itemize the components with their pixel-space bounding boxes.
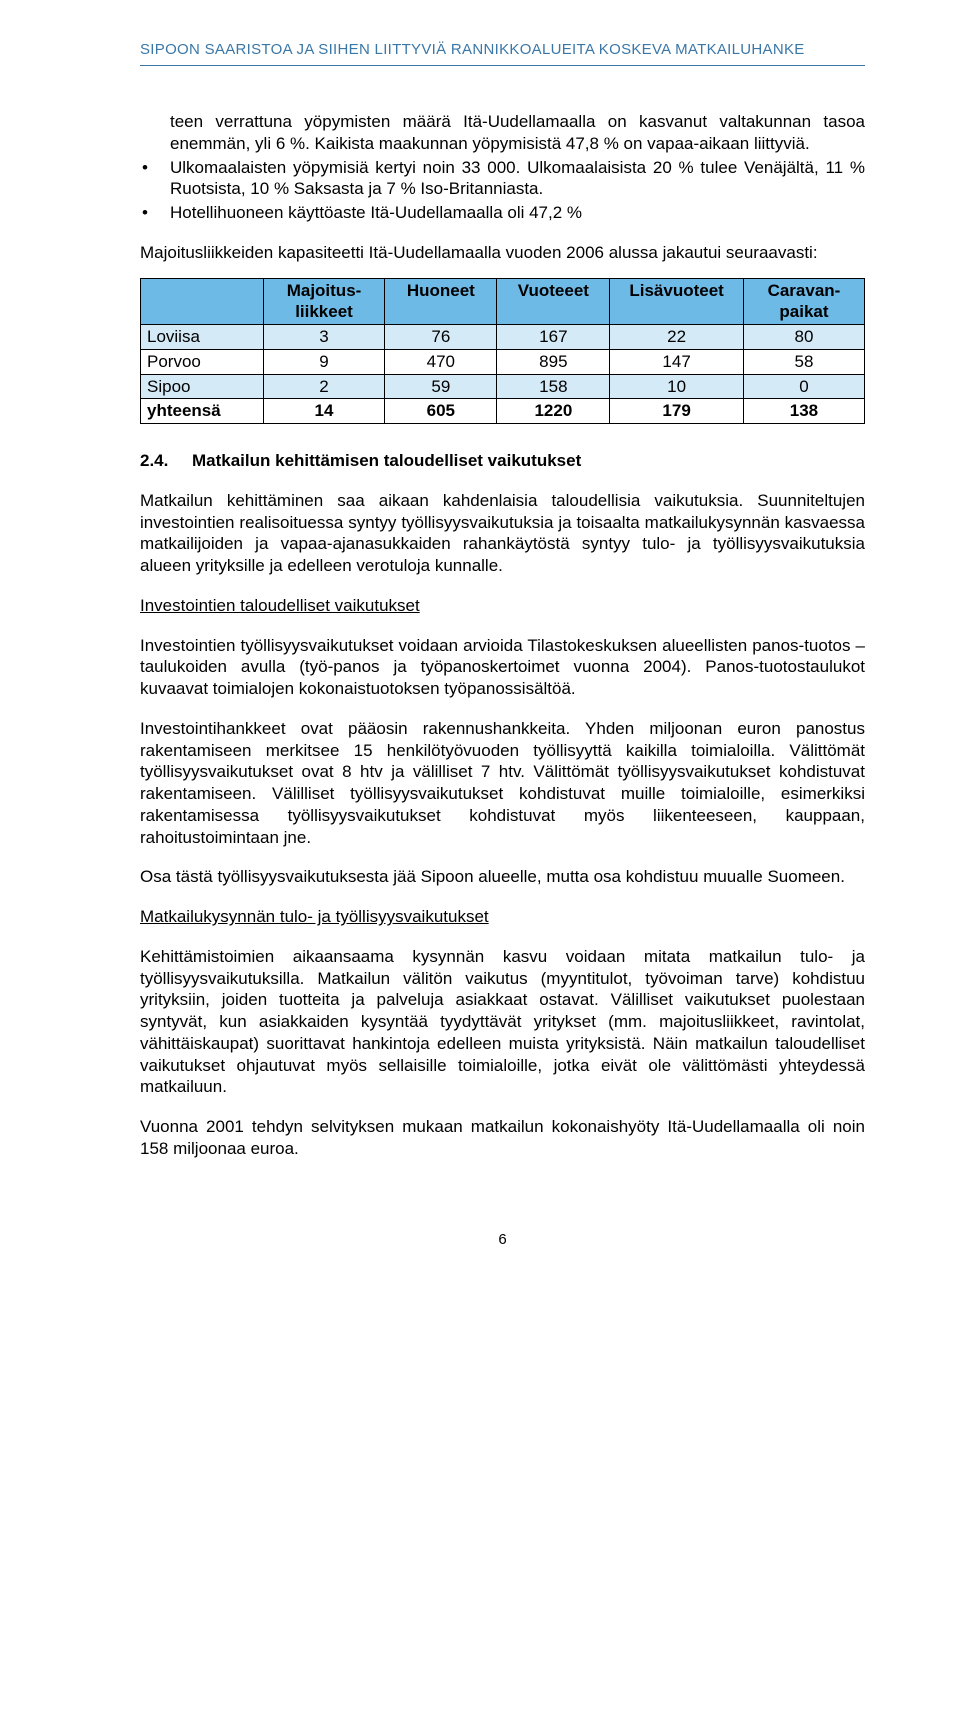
table-header-cell: Majoitus-liikkeet <box>263 278 384 325</box>
table-intro-text: Majoitusliikkeiden kapasiteetti Itä-Uude… <box>140 242 865 264</box>
table-cell: 22 <box>610 325 744 350</box>
table-cell: 80 <box>743 325 864 350</box>
table-cell: 470 <box>385 349 497 374</box>
table-header-cell: Huoneet <box>385 278 497 325</box>
table-header-cell <box>141 278 264 325</box>
table-cell: 3 <box>263 325 384 350</box>
table-cell: 76 <box>385 325 497 350</box>
page-header-title: SIPOON SAARISTOA JA SIIHEN LIITTYVIÄ RAN… <box>140 40 865 59</box>
table-cell: 14 <box>263 399 384 424</box>
table-cell: 167 <box>497 325 610 350</box>
table-row: Sipoo259158100 <box>141 374 865 399</box>
table-row: Loviisa3761672280 <box>141 325 865 350</box>
table-cell: 605 <box>385 399 497 424</box>
table-cell: 158 <box>497 374 610 399</box>
table-cell: 2 <box>263 374 384 399</box>
bullet-text: teen verrattuna yöpymisten määrä Itä-Uud… <box>170 111 865 155</box>
table-cell: 895 <box>497 349 610 374</box>
bullet-marker: • <box>140 157 170 179</box>
table-cell: 58 <box>743 349 864 374</box>
capacity-table: Majoitus-liikkeetHuoneetVuoteeetLisävuot… <box>140 278 865 425</box>
header-divider <box>140 65 865 66</box>
table-row-label: Loviisa <box>141 325 264 350</box>
table-cell: 0 <box>743 374 864 399</box>
table-header-cell: Vuoteeet <box>497 278 610 325</box>
table-cell: 138 <box>743 399 864 424</box>
bullet-text: Ulkomaalaisten yöpymisiä kertyi noin 33 … <box>170 157 865 201</box>
table-row-label: Porvoo <box>141 349 264 374</box>
table-cell: 9 <box>263 349 384 374</box>
body-paragraph: Investointihankkeet ovat pääosin rakennu… <box>140 718 865 849</box>
table-header-row: Majoitus-liikkeetHuoneetVuoteeetLisävuot… <box>141 278 865 325</box>
body-paragraph: Investointien työllisyysvaikutukset void… <box>140 635 865 700</box>
table-row-label: Sipoo <box>141 374 264 399</box>
table-row: Porvoo947089514758 <box>141 349 865 374</box>
bullet-text: Hotellihuoneen käyttöaste Itä-Uudellamaa… <box>170 202 865 224</box>
table-cell: 10 <box>610 374 744 399</box>
table-cell: 59 <box>385 374 497 399</box>
table-header-cell: Caravan-paikat <box>743 278 864 325</box>
body-paragraph: Vuonna 2001 tehdyn selvityksen mukaan ma… <box>140 1116 865 1160</box>
bullet-marker: • <box>140 202 170 224</box>
table-cell: 179 <box>610 399 744 424</box>
table-row: yhteensä146051220179138 <box>141 399 865 424</box>
table-header-cell: Lisävuoteet <box>610 278 744 325</box>
bullet-item: •Ulkomaalaisten yöpymisiä kertyi noin 33… <box>140 157 865 201</box>
body-paragraph: Matkailun kehittäminen saa aikaan kahden… <box>140 490 865 577</box>
section-title: Matkailun kehittämisen taloudelliset vai… <box>192 451 581 470</box>
bullet-list: teen verrattuna yöpymisten määrä Itä-Uud… <box>140 111 865 224</box>
body-paragraph: Kehittämistoimien aikaansaama kysynnän k… <box>140 946 865 1098</box>
table-cell: 1220 <box>497 399 610 424</box>
subheading-underlined: Matkailukysynnän tulo- ja työllisyysvaik… <box>140 906 865 928</box>
body-paragraph: Osa tästä työllisyysvaikutuksesta jää Si… <box>140 866 865 888</box>
section-number: 2.4. <box>140 450 192 472</box>
subheading-underlined: Investointien taloudelliset vaikutukset <box>140 595 865 617</box>
bullet-item: •Hotellihuoneen käyttöaste Itä-Uudellama… <box>140 202 865 224</box>
bullet-item: teen verrattuna yöpymisten määrä Itä-Uud… <box>140 111 865 155</box>
table-cell: 147 <box>610 349 744 374</box>
section-heading: 2.4.Matkailun kehittämisen taloudelliset… <box>140 450 865 472</box>
page-number: 6 <box>140 1230 865 1249</box>
table-row-label: yhteensä <box>141 399 264 424</box>
